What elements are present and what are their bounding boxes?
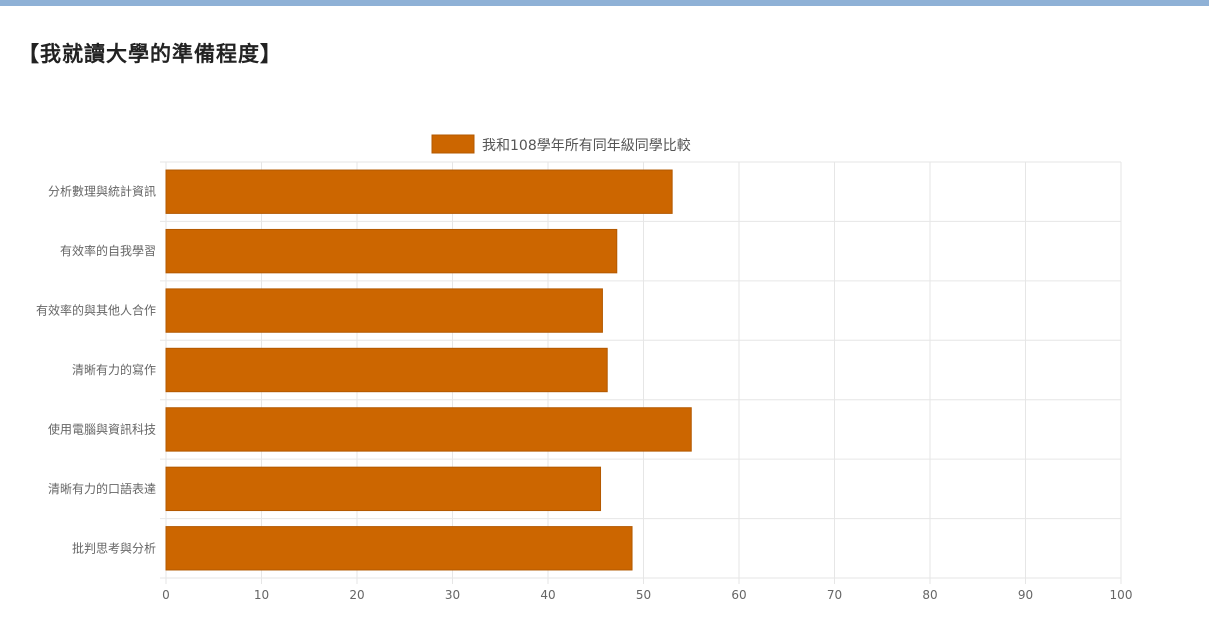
chart-grid — [160, 161, 1122, 584]
x-tick-label: 40 — [540, 588, 555, 602]
y-category-label: 清晰有力的口語表達 — [48, 481, 156, 496]
x-tick-label: 10 — [254, 588, 269, 602]
bar[interactable] — [165, 288, 603, 333]
y-category-label: 批判思考與分析 — [72, 540, 156, 555]
bar[interactable] — [165, 466, 602, 512]
x-tick-label: 60 — [731, 588, 746, 602]
chart-legend[interactable]: 我和108學年所有同年級同學比較 — [431, 134, 691, 154]
bar[interactable] — [165, 347, 608, 393]
bar[interactable] — [165, 526, 633, 571]
bar[interactable] — [165, 228, 618, 274]
y-category-label: 使用電腦與資訊科技 — [48, 421, 156, 436]
x-tick-label: 80 — [922, 588, 937, 602]
legend-swatch[interactable] — [431, 134, 475, 154]
y-category-label: 分析數理與統計資訊 — [48, 184, 156, 199]
x-tick-label: 70 — [827, 588, 842, 602]
y-axis-labels: 分析數理與統計資訊有效率的自我學習有效率的與其他人合作清晰有力的寫作使用電腦與資… — [36, 184, 156, 556]
x-tick-label: 20 — [349, 588, 364, 602]
bar[interactable] — [165, 407, 692, 452]
chart-bars — [165, 169, 692, 571]
y-category-label: 有效率的與其他人合作 — [36, 303, 156, 318]
x-tick-label: 30 — [445, 588, 460, 602]
y-category-label: 清晰有力的寫作 — [72, 362, 156, 377]
page-title: 【我就讀大學的準備程度】 — [18, 42, 282, 66]
y-category-label: 有效率的自我學習 — [60, 243, 156, 258]
x-axis-labels: 0 10 20 30 40 50 60 70 80 90 100 — [162, 588, 1132, 602]
legend-label[interactable]: 我和108學年所有同年級同學比較 — [482, 138, 691, 154]
bar[interactable] — [165, 169, 673, 214]
x-tick-label: 0 — [162, 588, 170, 602]
x-tick-label: 50 — [636, 588, 651, 602]
x-tick-label: 90 — [1018, 588, 1033, 602]
top-accent-bar — [0, 0, 1209, 6]
x-tick-label: 100 — [1110, 588, 1133, 602]
